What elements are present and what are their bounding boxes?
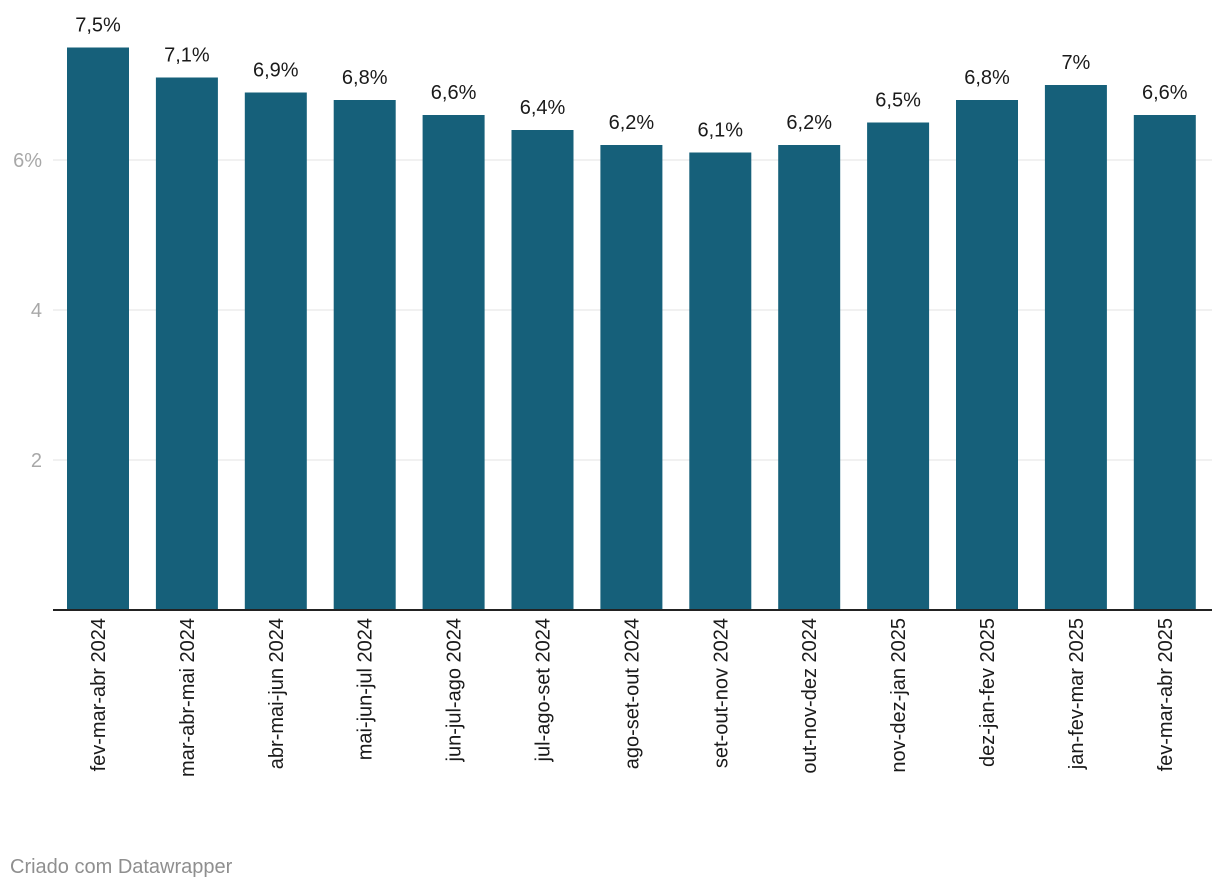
x-tick-label: mar-abr-mai 2024 [177, 618, 199, 777]
x-tick-label: nov-dez-jan 2025 [888, 618, 910, 773]
bar-12 [1044, 85, 1107, 610]
data-label: 6,8% [964, 67, 1010, 89]
x-tick-label: jun-jul-ago 2024 [444, 618, 466, 762]
x-tick-label: mai-jun-jul 2024 [355, 618, 377, 760]
bar-8 [689, 152, 752, 610]
axes: 2 4 6% fev-mar-abr 2024 mar-abr-mai 2024 abr-… [13, 150, 1212, 777]
x-tick-label: fev-mar-abr 2025 [1155, 618, 1177, 771]
x-tick-label: abr-mai-jun 2024 [266, 618, 288, 769]
data-label: 6,4% [520, 97, 566, 119]
y-tick-label: 2 [31, 450, 42, 472]
data-labels: 7,5% 7,1% 6,9% 6,8% 6,6% 6,4% 6,2% 6,1% 6,2% 6,5%… [75, 15, 1188, 142]
data-label: 6,2% [786, 112, 832, 134]
x-tick-label: jan-fev-mar 2025 [1066, 618, 1088, 770]
x-tick-label: fev-mar-abr 2024 [88, 618, 110, 771]
x-tick-label: jul-ago-set 2024 [533, 618, 555, 762]
bar-1 [67, 47, 129, 610]
data-label: 6,1% [698, 120, 744, 142]
bars [67, 47, 1196, 610]
x-tick-label: ago-set-out 2024 [621, 618, 643, 769]
x-tick-label: set-out-nov 2024 [710, 618, 732, 768]
data-label: 6,5% [875, 90, 921, 112]
x-tick-label: dez-jan-fev 2025 [977, 618, 999, 767]
data-label: 6,6% [431, 82, 477, 104]
data-label: 6,8% [342, 67, 388, 89]
data-label: 6,9% [253, 60, 299, 82]
bar-7 [600, 145, 663, 610]
y-tick-label: 6% [13, 150, 42, 172]
data-label: 7,5% [75, 15, 121, 37]
bar-13 [1133, 115, 1196, 610]
data-label: 7,1% [164, 45, 210, 67]
bar-2 [155, 77, 218, 610]
bar-6 [511, 130, 574, 610]
data-label: 6,6% [1142, 82, 1188, 104]
y-tick-label: 4 [31, 300, 42, 322]
bar-3 [244, 92, 307, 610]
footer-credit: Criado com Datawrapper [10, 856, 233, 878]
bar-11 [956, 100, 1018, 610]
data-label: 6,2% [609, 112, 655, 134]
bar-5 [422, 115, 485, 610]
bar-4 [333, 100, 396, 610]
bar-9 [778, 145, 841, 610]
data-label: 7% [1061, 52, 1090, 74]
bar-10 [867, 122, 930, 610]
x-tick-label: out-nov-dez 2024 [799, 618, 821, 774]
